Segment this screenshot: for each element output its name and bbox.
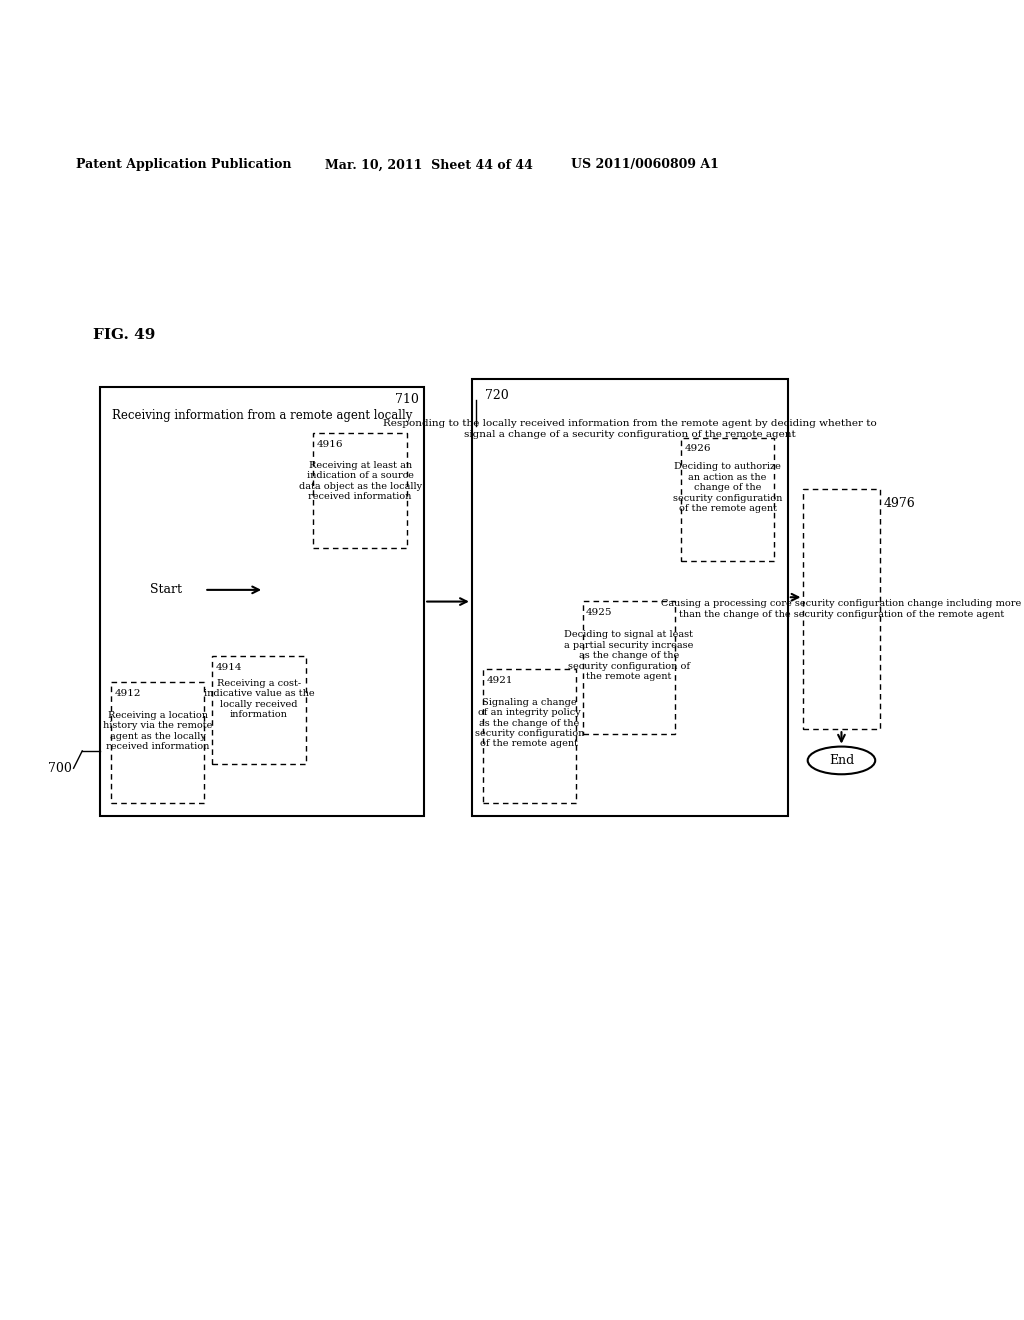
Bar [583, 601, 675, 734]
Text: Deciding to signal at least
a partial security increase
as the change of the
sec: Deciding to signal at least a partial se… [564, 631, 693, 681]
Text: Mar. 10, 2011  Sheet 44 of 44: Mar. 10, 2011 Sheet 44 of 44 [325, 158, 532, 172]
Ellipse shape [808, 747, 876, 775]
Text: Deciding to authorize
an action as the
change of the
security configuration
of t: Deciding to authorize an action as the c… [673, 462, 782, 513]
Text: 4921: 4921 [486, 676, 513, 685]
Text: 700: 700 [48, 762, 72, 775]
Text: End: End [828, 754, 854, 767]
Text: Responding to the locally received information from the remote agent by deciding: Responding to the locally received infor… [383, 420, 877, 438]
Text: Patent Application Publication: Patent Application Publication [76, 158, 292, 172]
Bar [99, 387, 424, 816]
Text: Start: Start [151, 583, 182, 597]
Text: Receiving at least an
indication of a source
data object as the locally
received: Receiving at least an indication of a so… [299, 461, 422, 500]
Bar [111, 681, 205, 803]
Text: Causing a processing core security configuration change including more
than the : Causing a processing core security confi… [662, 599, 1022, 619]
Text: 720: 720 [484, 389, 509, 403]
Bar [313, 433, 407, 548]
Bar [212, 656, 305, 764]
Text: 4926: 4926 [685, 445, 712, 454]
Text: 710: 710 [395, 393, 419, 407]
Bar [804, 488, 880, 729]
Text: 4925: 4925 [586, 609, 612, 616]
Text: Receiving a cost-
indicative value as the
locally received
information: Receiving a cost- indicative value as th… [204, 678, 314, 719]
Ellipse shape [128, 576, 205, 603]
Text: 4976: 4976 [884, 498, 915, 511]
Text: US 2011/0060809 A1: US 2011/0060809 A1 [571, 158, 719, 172]
Text: FIG. 49: FIG. 49 [93, 329, 156, 342]
Text: Receiving information from a remote agent locally: Receiving information from a remote agen… [112, 409, 412, 422]
Bar [483, 669, 575, 803]
Text: 4916: 4916 [316, 440, 343, 449]
Text: 4912: 4912 [115, 689, 140, 697]
Text: Receiving a location
history via the remote
agent as the locally
received inform: Receiving a location history via the rem… [102, 711, 212, 751]
Text: 4914: 4914 [216, 663, 242, 672]
Text: Signaling a change
of an integrity policy
as the change of the
security configur: Signaling a change of an integrity polic… [475, 698, 584, 748]
Bar [472, 379, 787, 816]
Bar [681, 437, 774, 561]
